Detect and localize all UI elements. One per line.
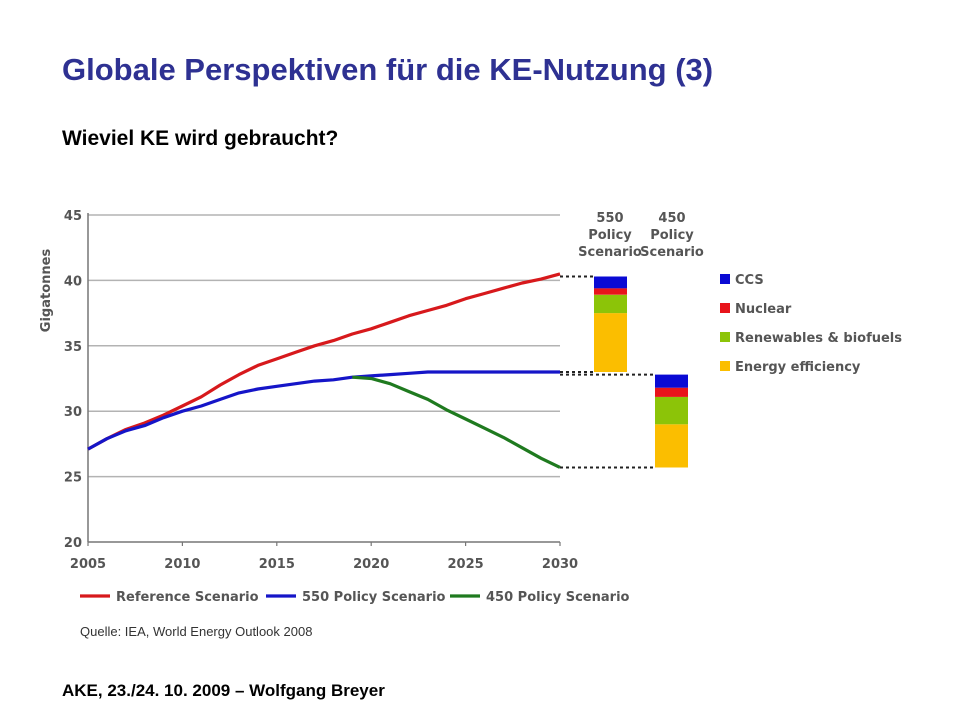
slide-subtitle: Wieviel KE wird gebraucht? — [62, 127, 339, 150]
bar-segment — [655, 387, 688, 397]
bar-legend-label: Nuclear — [735, 302, 792, 317]
y-tick-label: 25 — [64, 471, 82, 486]
y-tick-label: 35 — [64, 340, 82, 355]
bar-segment — [655, 374, 688, 388]
y-axis-title: Gigatonnes — [39, 249, 54, 333]
x-tick-label: 2005 — [70, 557, 106, 572]
bar-label-line: 450 — [658, 211, 685, 226]
bar-label-line: Scenario — [640, 245, 704, 260]
y-tick-label: 40 — [64, 274, 82, 289]
series-line-3 — [352, 375, 561, 469]
bar-legend-swatch — [720, 274, 730, 284]
bar-label-line: Policy — [650, 228, 694, 243]
bar-label-line: 550 — [596, 211, 623, 226]
bar-layer: 550 Policy Scenario 450 Policy Scenario — [560, 211, 704, 469]
series-line-1 — [87, 272, 561, 451]
slide-footer: AKE, 23./24. 10. 2009 – Wolfgang Breyer — [62, 681, 385, 700]
bar-legend-swatch — [720, 361, 730, 371]
series-legend-label: Reference Scenario — [116, 590, 259, 605]
grid-layer — [88, 214, 560, 478]
bar-label-line: Policy — [588, 228, 632, 243]
y-tick-label: 45 — [64, 209, 82, 224]
bar-segment — [594, 288, 627, 295]
x-tick-label: 2015 — [259, 557, 295, 572]
bar-legend-swatch — [720, 332, 730, 342]
bar-legend-label: Renewables & biofuels — [735, 331, 902, 346]
series-line-2 — [87, 370, 560, 451]
source-note: Quelle: IEA, World Energy Outlook 2008 — [80, 624, 313, 639]
series-legend-label: 450 Policy Scenario — [486, 590, 630, 605]
x-tick-label: 2010 — [164, 557, 200, 572]
legend-layer: CCS Nuclear Renewables & biofuels Energy ef… — [80, 273, 902, 605]
bar-segment — [655, 424, 688, 468]
bar-legend-label: CCS — [735, 273, 764, 288]
slide-title: Globale Perspektiven für die KE-Nutzung … — [62, 52, 714, 87]
bar-label-line: Scenario — [578, 245, 642, 260]
bar-segment — [594, 294, 627, 314]
x-tick-label: 2025 — [448, 557, 484, 572]
bar-legend-swatch — [720, 303, 730, 313]
line-layer — [87, 272, 561, 469]
bar-legend-label: Energy efficiency — [735, 360, 861, 375]
series-legend-label: 550 Policy Scenario — [302, 590, 446, 605]
y-tick-label: 20 — [64, 536, 82, 551]
y-tick-label: 30 — [64, 405, 82, 420]
x-tick-label: 2020 — [353, 557, 389, 572]
bar-segment — [655, 396, 688, 425]
bar-segment — [594, 276, 627, 289]
bar-segment — [594, 313, 627, 372]
x-tick-label: 2030 — [542, 557, 578, 572]
